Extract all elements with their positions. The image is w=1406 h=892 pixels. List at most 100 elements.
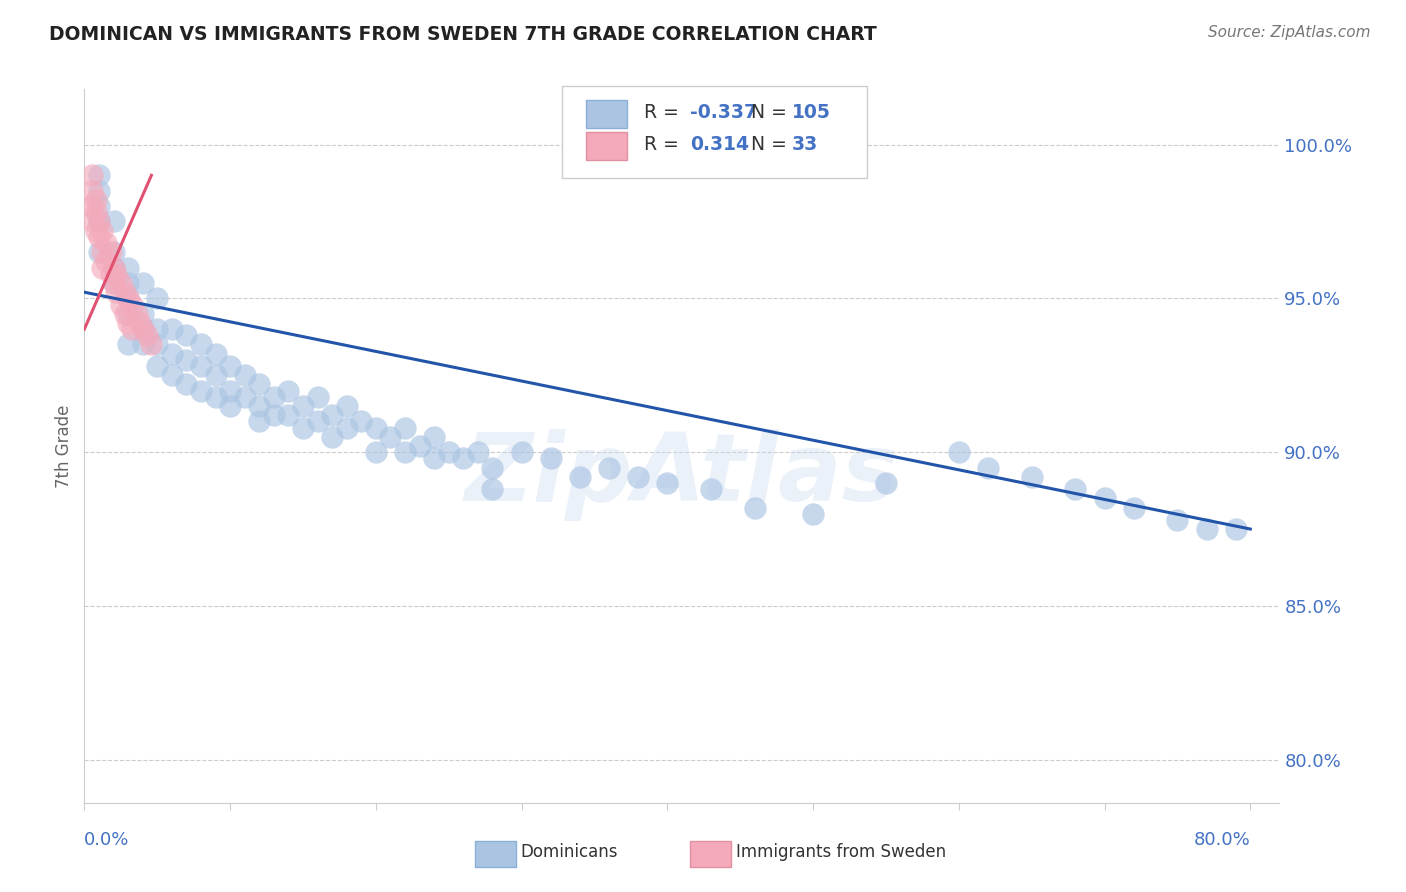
FancyBboxPatch shape xyxy=(586,100,627,128)
Point xyxy=(84,193,107,207)
Point xyxy=(131,276,153,290)
Point xyxy=(657,475,679,490)
Point xyxy=(219,399,242,413)
Point xyxy=(103,276,125,290)
Text: ZipAtlas: ZipAtlas xyxy=(465,428,898,521)
Point xyxy=(204,347,226,361)
Point xyxy=(121,322,143,336)
Point xyxy=(453,451,475,466)
FancyBboxPatch shape xyxy=(690,841,731,867)
FancyBboxPatch shape xyxy=(586,132,627,160)
Point xyxy=(291,399,314,413)
Point xyxy=(114,285,136,300)
Text: 105: 105 xyxy=(792,103,831,121)
Point xyxy=(627,469,650,483)
Point xyxy=(117,260,139,275)
Point xyxy=(540,451,562,466)
Point xyxy=(96,254,118,268)
Point xyxy=(247,414,270,428)
Point xyxy=(247,399,270,413)
Point xyxy=(87,169,110,183)
Point xyxy=(190,384,212,398)
Point xyxy=(131,322,153,336)
Point xyxy=(114,307,136,321)
Point xyxy=(568,469,591,483)
Point xyxy=(176,377,198,392)
Point xyxy=(247,377,270,392)
Point xyxy=(117,276,139,290)
Text: Source: ZipAtlas.com: Source: ZipAtlas.com xyxy=(1208,25,1371,40)
Point xyxy=(190,359,212,373)
Point xyxy=(948,445,970,459)
Point xyxy=(117,291,139,305)
Point xyxy=(1064,482,1087,496)
Point xyxy=(80,214,103,228)
Point xyxy=(121,297,143,311)
Point xyxy=(100,245,122,260)
FancyBboxPatch shape xyxy=(562,86,868,178)
Point xyxy=(1021,469,1043,483)
Point xyxy=(100,267,122,281)
Point xyxy=(103,245,125,260)
Point xyxy=(103,260,125,275)
Point xyxy=(350,414,373,428)
Point xyxy=(233,390,256,404)
Point xyxy=(190,337,212,351)
Point xyxy=(87,214,110,228)
Point xyxy=(87,230,110,244)
Point xyxy=(423,451,446,466)
Text: Immigrants from Sweden: Immigrants from Sweden xyxy=(735,843,946,861)
Point xyxy=(394,420,416,434)
Point xyxy=(117,307,139,321)
Point xyxy=(336,420,359,434)
Y-axis label: 7th Grade: 7th Grade xyxy=(55,404,73,488)
Point xyxy=(146,322,169,336)
Text: N =: N = xyxy=(751,103,793,121)
Point xyxy=(321,430,343,444)
Point xyxy=(110,276,132,290)
Point xyxy=(307,414,329,428)
Point xyxy=(141,337,163,351)
Text: N =: N = xyxy=(751,135,793,153)
Text: 0.0%: 0.0% xyxy=(84,831,129,849)
Point xyxy=(96,235,118,250)
Point xyxy=(103,214,125,228)
Point xyxy=(321,409,343,423)
Point xyxy=(744,500,766,515)
Point xyxy=(1094,491,1116,506)
Point xyxy=(481,482,503,496)
Point xyxy=(364,420,387,434)
Point xyxy=(1225,522,1247,536)
Point xyxy=(160,347,183,361)
Point xyxy=(700,482,723,496)
Point xyxy=(380,430,402,444)
Text: 0.314: 0.314 xyxy=(690,135,749,153)
Point xyxy=(481,460,503,475)
Point xyxy=(263,390,285,404)
Point xyxy=(103,276,125,290)
Point xyxy=(875,475,897,490)
Point xyxy=(84,205,107,219)
Point xyxy=(176,328,198,343)
Point xyxy=(263,409,285,423)
Point xyxy=(90,224,112,238)
Point xyxy=(80,169,103,183)
Point xyxy=(1166,513,1188,527)
Point xyxy=(510,445,533,459)
Point xyxy=(103,260,125,275)
Point xyxy=(84,224,107,238)
Point xyxy=(408,439,430,453)
Point xyxy=(598,460,620,475)
Point xyxy=(117,316,139,330)
Point xyxy=(801,507,824,521)
Point xyxy=(87,245,110,260)
Point xyxy=(128,316,150,330)
Point xyxy=(219,384,242,398)
Point xyxy=(160,322,183,336)
Point xyxy=(336,399,359,413)
Point xyxy=(467,445,489,459)
Text: DOMINICAN VS IMMIGRANTS FROM SWEDEN 7TH GRADE CORRELATION CHART: DOMINICAN VS IMMIGRANTS FROM SWEDEN 7TH … xyxy=(49,25,877,44)
Point xyxy=(233,368,256,383)
Point xyxy=(364,445,387,459)
Point xyxy=(160,368,183,383)
